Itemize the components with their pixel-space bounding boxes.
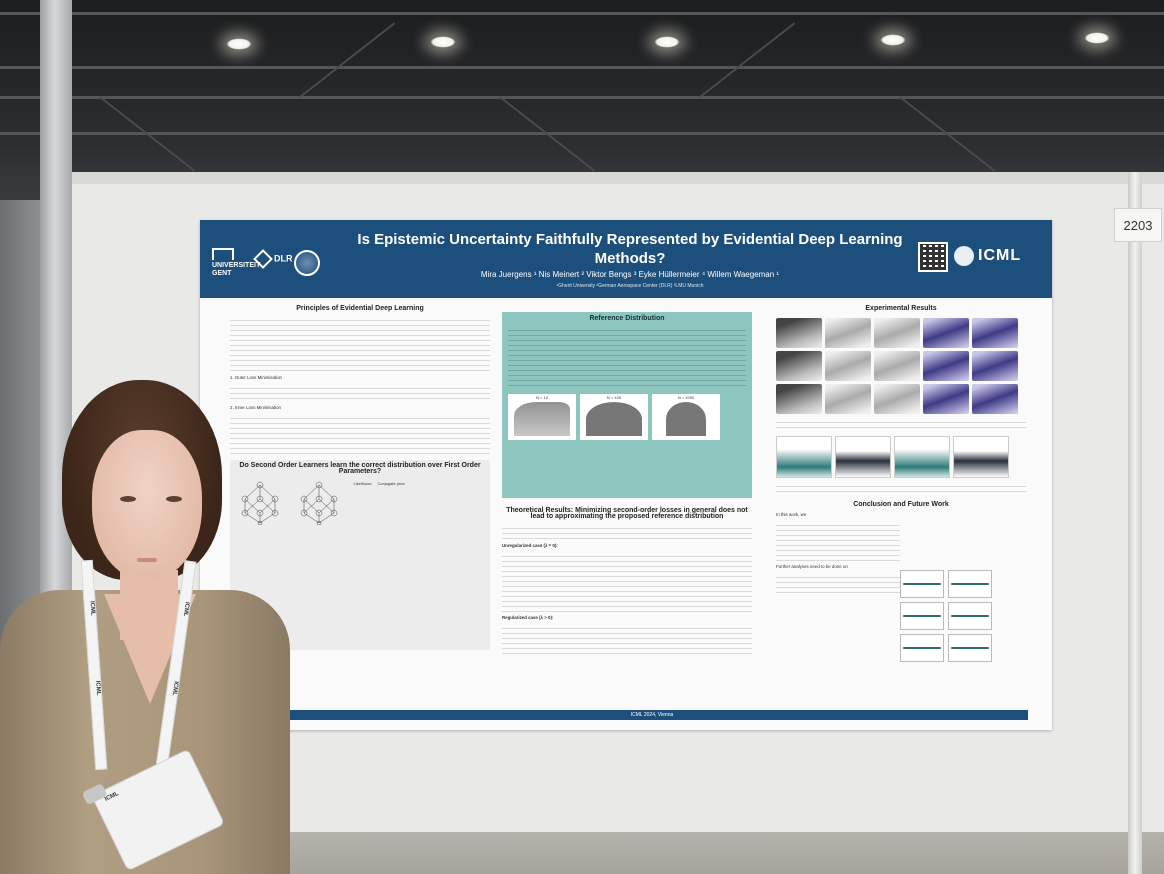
hall-ceiling (0, 0, 1164, 200)
ceiling-lamp (654, 36, 680, 48)
poster-middle-column: Theoretical Results: Minimizing second-o… (502, 507, 752, 657)
text-line: In this work, we (776, 512, 807, 517)
neural-network-diagram (300, 481, 338, 525)
text-line: Further analyses need to be done on (776, 564, 848, 569)
figure-caption (776, 482, 1026, 492)
ceiling-lamp (430, 36, 456, 48)
poster-right-column: Experimental Results Conclusion and Futu… (776, 305, 1026, 596)
ceiling-lamp (1084, 32, 1110, 44)
evidential-plot-row (776, 436, 1026, 478)
ceiling-truss (0, 96, 1164, 99)
dlr-logo: DLR (253, 249, 293, 269)
university-logo: UNIVERSITEIT GENT (212, 248, 260, 278)
text-block (508, 326, 746, 386)
subheading: 1. Outer Loss Minimisation (230, 375, 282, 380)
text-block (502, 624, 752, 654)
ceiling-truss (0, 132, 1164, 135)
section-title: Principles of Evidential Deep Learning (296, 305, 424, 312)
table-header: Likelihood (353, 481, 372, 486)
board-number-label: 2203 (1114, 208, 1162, 242)
ceiling-lamp (880, 34, 906, 46)
poster-title: Is Epistemic Uncertainty Faithfully Repr… (357, 231, 903, 267)
reference-plots: N = 10 N = 100 N = 1000 (508, 394, 746, 440)
reference-distribution-box: Reference Distribution N = 10 N = 100 N … (502, 312, 752, 498)
conjugate-prior-table: Likelihood Conjugate prior (351, 479, 410, 489)
reference-plot: N = 100 (580, 394, 648, 440)
text-block (776, 573, 900, 593)
ceiling-truss (0, 66, 1164, 69)
subheading: Regularized case (λ > 0): (502, 615, 554, 620)
icml-logo: ICML (954, 246, 1021, 266)
qr-code-icon (918, 242, 948, 272)
mouth (137, 558, 157, 562)
neural-network-diagram (241, 481, 279, 525)
section-title: Do Second Order Learners learn the corre… (239, 462, 481, 475)
poster-header: UNIVERSITEIT GENT DLR Is Epistemic Uncer… (200, 220, 1052, 298)
figure-caption (776, 418, 1026, 430)
research-poster: UNIVERSITEIT GENT DLR Is Epistemic Uncer… (200, 220, 1052, 730)
text-block (776, 521, 900, 561)
presenter: ICML ICML ICML ICML ICML (0, 380, 300, 874)
text-block (230, 384, 490, 402)
ceiling-lamp (226, 38, 252, 50)
poster-affiliations: ¹Ghent University ²German Aerospace Cent… (556, 283, 704, 289)
section-title: Experimental Results (865, 305, 937, 312)
eye (120, 496, 136, 502)
text-block (230, 414, 490, 454)
text-block (502, 524, 752, 540)
subheading: 2. Inner Loss Minimisation (230, 405, 282, 410)
subheading: Unregularized case (λ = 0): (502, 543, 558, 548)
section-title: Theoretical Results: Minimizing second-o… (506, 507, 748, 520)
seal-logo (294, 250, 320, 276)
face (92, 430, 202, 580)
section-title: Reference Distribution (589, 315, 665, 322)
ceiling-truss (699, 22, 796, 98)
ceiling-truss (0, 12, 1164, 15)
text-block (502, 552, 752, 612)
text-block (230, 316, 490, 372)
reference-plot: N = 1000 (652, 394, 720, 440)
regularization-plot-grid (900, 570, 992, 662)
conclusion-text: In this work, we Further analyses need t… (776, 512, 900, 593)
board-frame (1128, 172, 1142, 874)
reference-plot: N = 10 (508, 394, 576, 440)
poster-footer: ICML 2024, Vienna (276, 710, 1028, 720)
experiment-plot-grid (776, 318, 1026, 414)
eye (166, 496, 182, 502)
ceiling-truss (299, 22, 396, 98)
section-title: Conclusion and Future Work (853, 501, 949, 508)
poster-authors: Mira Juergens ¹ Nis Meinert ² Viktor Ben… (480, 270, 780, 279)
table-header: Conjugate prior (377, 481, 405, 486)
